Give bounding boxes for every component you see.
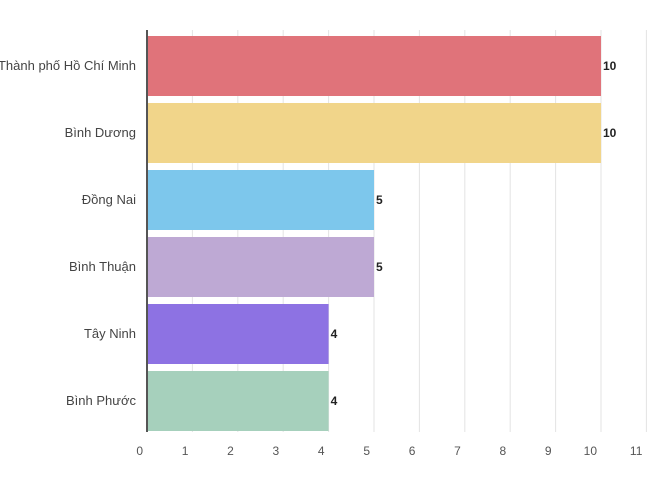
category-label: Thành phố Hồ Chí Minh: [0, 58, 136, 73]
x-tick-label: 5: [363, 444, 370, 458]
category-label: Bình Phước: [66, 393, 136, 408]
x-tick-label: 11: [630, 444, 643, 458]
category-labels: Thành phố Hồ Chí Minh Bình Dương Đồng Nai B…: [0, 58, 136, 408]
x-tick-label: 10: [584, 444, 598, 458]
bar: [147, 36, 601, 96]
data-label: 4: [331, 394, 338, 408]
x-tick-label: 1: [182, 444, 189, 458]
x-tick-label: 7: [454, 444, 461, 458]
x-tick-labels: 0 1 2 3 4 5 6 7 8 9 10 11: [136, 444, 642, 458]
data-label: 4: [331, 327, 338, 341]
category-label: Bình Dương: [65, 125, 136, 140]
data-label: 5: [376, 260, 383, 274]
x-tick-label: 8: [500, 444, 507, 458]
bar: [147, 170, 374, 230]
bar: [147, 237, 374, 297]
category-label: Bình Thuận: [69, 259, 136, 274]
x-tick-label: 0: [136, 444, 143, 458]
value-labels: 10 10 5 5 4 4: [331, 59, 617, 408]
x-tick-label: 2: [227, 444, 234, 458]
category-label: Đồng Nai: [82, 192, 136, 207]
data-label: 5: [376, 193, 383, 207]
category-label: Tây Ninh: [84, 326, 136, 341]
gridlines: [191, 30, 647, 432]
x-tick-label: 4: [318, 444, 325, 458]
bars: [147, 36, 601, 431]
x-tick-label: 6: [409, 444, 416, 458]
bar: [147, 103, 601, 163]
data-label: 10: [603, 59, 617, 73]
data-label: 10: [603, 126, 617, 140]
x-tick-label: 9: [545, 444, 552, 458]
x-tick-label: 3: [273, 444, 280, 458]
bar: [147, 304, 329, 364]
bar: [147, 371, 329, 431]
